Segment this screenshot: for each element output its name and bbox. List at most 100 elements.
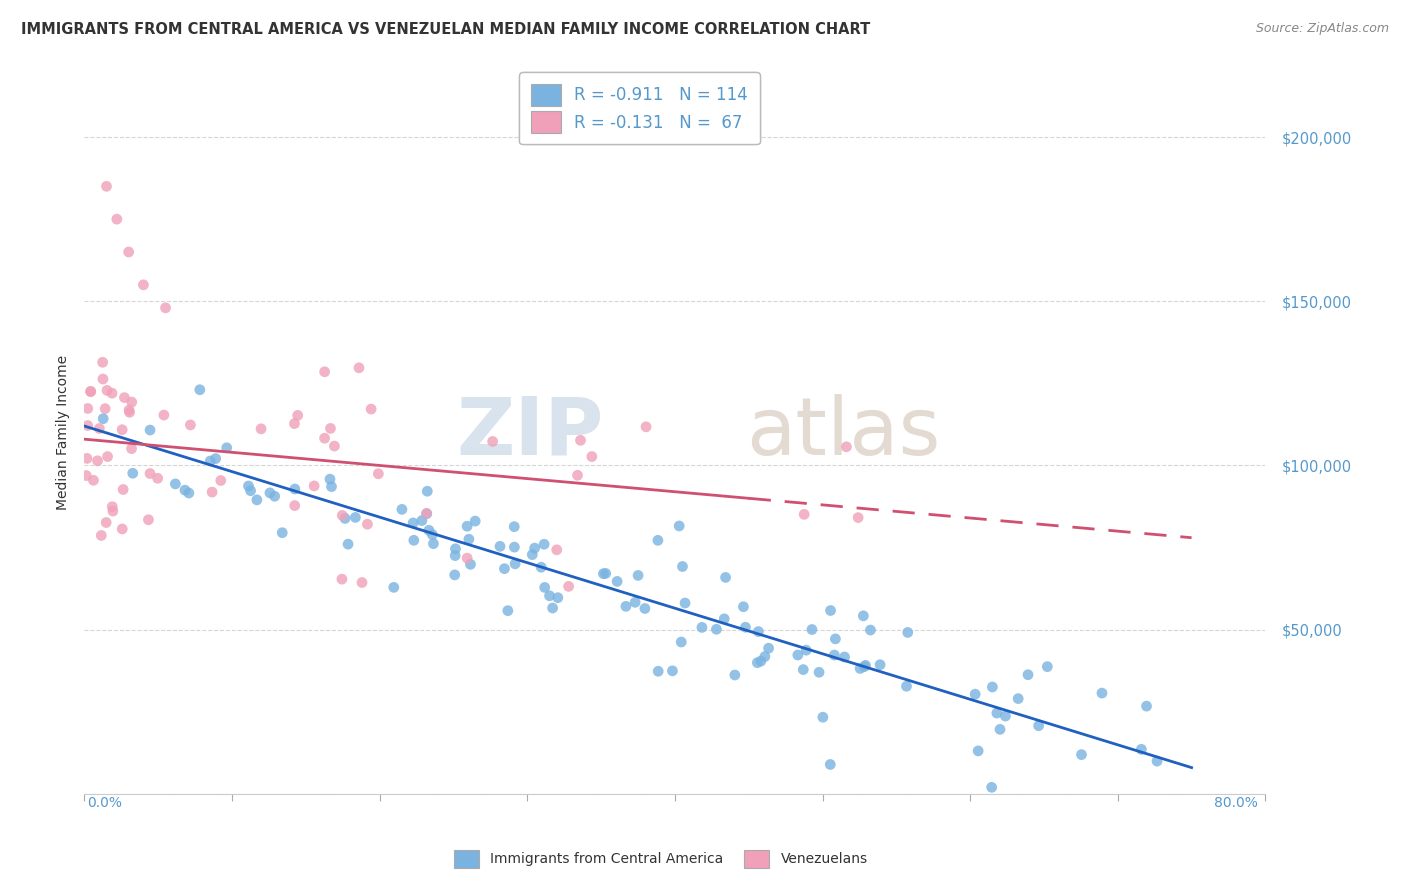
Point: [314, 365, 336, 379]
Point: [416, 507, 439, 521]
Point: [647, 665, 669, 679]
Point: [174, 483, 197, 497]
Point: [546, 542, 568, 557]
Point: [614, 599, 637, 614]
Point: [139, 423, 162, 437]
Point: [1091, 686, 1114, 700]
Point: [606, 574, 628, 589]
Point: [792, 663, 814, 677]
Point: [758, 641, 780, 656]
Point: [820, 603, 842, 617]
Point: [661, 664, 683, 678]
Point: [94, 401, 117, 416]
Point: [533, 581, 555, 595]
Point: [111, 423, 134, 437]
Point: [456, 551, 478, 566]
Point: [367, 467, 389, 481]
Point: [754, 649, 776, 664]
Point: [284, 499, 307, 513]
Point: [834, 650, 856, 665]
Point: [824, 632, 846, 646]
Point: [118, 403, 141, 417]
Point: [238, 479, 260, 493]
Point: [808, 665, 831, 680]
Point: [855, 658, 877, 673]
Point: [988, 723, 1011, 737]
Point: [569, 434, 592, 448]
Text: 80.0%: 80.0%: [1215, 797, 1258, 810]
Point: [460, 558, 482, 572]
Point: [90, 528, 112, 542]
Legend: Immigrants from Central America, Venezuelans: Immigrants from Central America, Venezue…: [446, 842, 876, 876]
Point: [263, 489, 285, 503]
Point: [503, 519, 526, 533]
Point: [849, 661, 872, 675]
Point: [634, 601, 657, 615]
Point: [360, 402, 382, 417]
Point: [382, 580, 405, 594]
Point: [314, 431, 336, 445]
Point: [1028, 719, 1050, 733]
Point: [330, 572, 353, 586]
Point: [592, 566, 614, 581]
Point: [538, 589, 561, 603]
Point: [177, 486, 200, 500]
Point: [239, 483, 262, 498]
Point: [869, 657, 891, 672]
Point: [1017, 667, 1039, 681]
Point: [530, 560, 553, 574]
Point: [416, 484, 439, 499]
Point: [853, 659, 876, 673]
Point: [132, 277, 155, 292]
Point: [347, 360, 370, 375]
Point: [75, 468, 97, 483]
Point: [786, 648, 808, 662]
Point: [101, 500, 124, 514]
Point: [91, 411, 114, 425]
Point: [503, 557, 526, 571]
Point: [734, 620, 756, 634]
Point: [444, 541, 467, 556]
Point: [284, 482, 307, 496]
Point: [1135, 699, 1157, 714]
Point: [415, 507, 437, 521]
Point: [1007, 691, 1029, 706]
Point: [321, 480, 343, 494]
Point: [350, 575, 373, 590]
Point: [897, 625, 920, 640]
Point: [489, 540, 512, 554]
Point: [76, 418, 98, 433]
Point: [402, 516, 425, 530]
Point: [89, 421, 111, 435]
Point: [105, 212, 128, 227]
Point: [567, 468, 589, 483]
Point: [422, 536, 444, 550]
Point: [121, 395, 143, 409]
Point: [852, 608, 875, 623]
Point: [344, 510, 367, 524]
Point: [981, 680, 1004, 694]
Point: [323, 439, 346, 453]
Point: [522, 548, 544, 562]
Point: [91, 372, 114, 386]
Point: [595, 566, 617, 581]
Point: [402, 533, 425, 548]
Point: [179, 417, 201, 432]
Point: [794, 643, 817, 657]
Point: [391, 502, 413, 516]
Point: [496, 604, 519, 618]
Point: [204, 451, 226, 466]
Point: [547, 591, 569, 605]
Point: [80, 384, 103, 399]
Point: [76, 401, 98, 416]
Point: [250, 422, 273, 436]
Point: [302, 479, 325, 493]
Point: [627, 568, 650, 582]
Point: [714, 570, 737, 584]
Point: [733, 599, 755, 614]
Point: [112, 483, 135, 497]
Point: [671, 635, 693, 649]
Point: [494, 562, 516, 576]
Point: [456, 519, 478, 533]
Point: [1070, 747, 1092, 762]
